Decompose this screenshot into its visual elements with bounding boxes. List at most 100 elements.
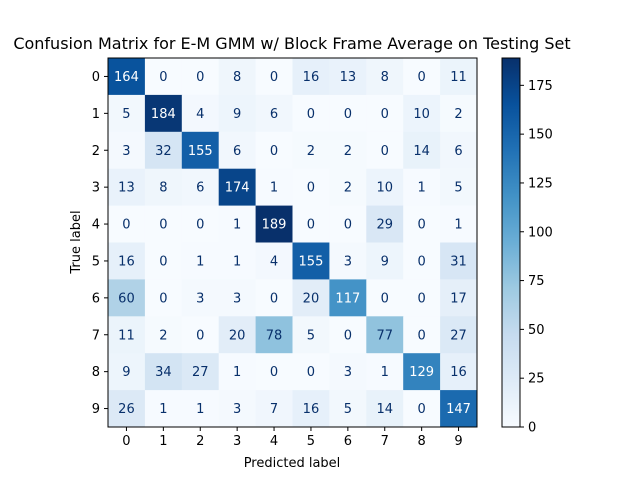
x-axis-label: Predicted label: [244, 456, 341, 471]
cell-value-label: 26: [118, 402, 135, 417]
heatmap-cell: [329, 205, 367, 243]
cell-value-label: 4: [196, 107, 204, 122]
y-tick-label: 5: [92, 254, 100, 269]
cell-value-label: 0: [418, 291, 426, 306]
x-tick-label: 9: [454, 434, 462, 449]
cell-value-label: 0: [159, 218, 167, 233]
cell-value-label: 6: [454, 144, 462, 159]
cell-value-label: 0: [270, 70, 278, 85]
heatmap-cells: [108, 58, 478, 428]
cell-value-label: 14: [413, 144, 430, 159]
cell-value-label: 0: [307, 181, 315, 196]
heatmap-cell: [255, 242, 293, 280]
heatmap-cell: [144, 131, 183, 170]
colorbar-tick-label: 175: [528, 79, 553, 94]
heatmap-cell: [366, 131, 404, 170]
heatmap-cell: [218, 131, 257, 170]
heatmap-cell: [181, 353, 220, 391]
cell-value-label: 34: [155, 365, 172, 380]
cell-value-label: 2: [454, 107, 462, 122]
colorbar-ticks: 0 25 50 75 100 125 150 175: [520, 79, 553, 436]
cell-value-label: 2: [344, 181, 352, 196]
heatmap-cell: [292, 205, 330, 243]
heatmap-cell: [440, 390, 478, 428]
cell-value-label: 155: [188, 144, 213, 159]
cell-value-label: 0: [381, 144, 389, 159]
heatmap-cell: [329, 279, 367, 317]
cell-value-label: 7: [270, 402, 278, 417]
heatmap-cell: [255, 58, 293, 96]
cell-value-label: 6: [233, 144, 241, 159]
cell-value-label: 1: [159, 402, 167, 417]
heatmap-cell: [366, 168, 404, 207]
cell-value-label: 4: [270, 254, 278, 269]
cell-value-label: 0: [307, 218, 315, 233]
heatmap-cell: [440, 94, 478, 133]
heatmap-cell: [181, 390, 220, 428]
cell-value-label: 3: [344, 254, 352, 269]
heatmap-cell: [255, 131, 293, 170]
heatmap-cell: [144, 168, 183, 207]
heatmap-cell: [440, 316, 478, 354]
heatmap-cell: [329, 131, 367, 170]
heatmap-cell: [218, 205, 257, 243]
x-tick-label: 8: [418, 434, 426, 449]
heatmap-cell: [366, 316, 404, 354]
cell-value-label: 0: [381, 291, 389, 306]
y-tick-label: 2: [92, 144, 100, 159]
cell-value-label: 14: [376, 402, 393, 417]
cell-value-label: 3: [344, 365, 352, 380]
chart-title: Confusion Matrix for E-M GMM w/ Block Fr…: [13, 34, 570, 53]
cell-value-label: 17: [450, 291, 467, 306]
cell-value-label: 164: [114, 70, 139, 85]
heatmap-cell: [440, 205, 478, 243]
heatmap-cell: [255, 316, 293, 354]
cell-value-label: 13: [340, 70, 357, 85]
y-axis-label: True label: [69, 210, 84, 274]
cell-value-label: 1: [270, 181, 278, 196]
heatmap-cell: [292, 242, 330, 280]
heatmap-cell: [255, 168, 293, 207]
heatmap-cell: [440, 279, 478, 317]
heatmap-cell: [366, 242, 404, 280]
heatmap-cell: [181, 168, 220, 207]
heatmap-cell: [181, 131, 220, 170]
x-tick-label: 4: [270, 434, 278, 449]
y-tick-label: 7: [92, 328, 100, 343]
colorbar-tick-label: 0: [528, 421, 536, 436]
heatmap-cell: [403, 131, 441, 170]
x-tick-label: 5: [307, 434, 315, 449]
cell-value-label: 8: [233, 70, 241, 85]
heatmap-cell: [218, 168, 257, 207]
cell-value-label: 1: [418, 181, 426, 196]
cell-value-label: 32: [155, 144, 172, 159]
cell-value-label: 0: [196, 218, 204, 233]
x-tick-label: 6: [344, 434, 352, 449]
heatmap-cell: [329, 390, 367, 428]
cell-value-label: 10: [413, 107, 430, 122]
cell-value-label: 5: [307, 328, 315, 343]
heatmap-cell: [144, 316, 183, 354]
cell-value-label: 9: [233, 107, 241, 122]
cell-value-label: 0: [270, 365, 278, 380]
heatmap-cell: [255, 390, 293, 428]
cell-value-label: 0: [418, 254, 426, 269]
heatmap-cell: [329, 168, 367, 207]
heatmap-cell: [292, 279, 330, 317]
heatmap-cell: [108, 94, 146, 133]
heatmap-cell: [366, 390, 404, 428]
heatmap-cell: [366, 279, 404, 317]
heatmap-cell: [440, 168, 478, 207]
heatmap-cell: [366, 353, 404, 391]
heatmap-cell: [144, 94, 183, 133]
heatmap-cell: [292, 58, 330, 96]
heatmap-cell: [403, 205, 441, 243]
heatmap-cell: [144, 279, 183, 317]
cell-value-label: 0: [159, 70, 167, 85]
heatmap-cell: [181, 279, 220, 317]
cell-value-label: 0: [159, 291, 167, 306]
y-tick-label: 9: [92, 402, 100, 417]
heatmap-cell: [329, 316, 367, 354]
cell-value-label: 0: [307, 107, 315, 122]
